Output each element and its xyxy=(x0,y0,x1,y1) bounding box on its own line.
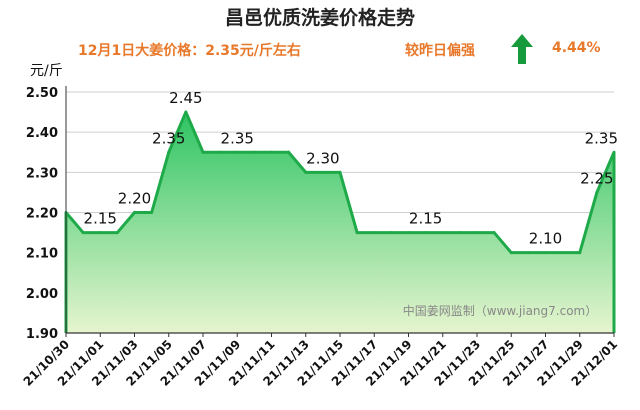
data-label: 2.35 xyxy=(152,129,185,147)
up-arrow-icon xyxy=(511,34,533,68)
y-tick-label: 2.10 xyxy=(26,247,58,262)
data-label: 2.35 xyxy=(585,129,618,147)
y-tick-label: 2.00 xyxy=(26,287,58,302)
chart-title: 昌邑优质洗姜价格走势 xyxy=(224,7,415,29)
data-label: 2.35 xyxy=(221,129,254,147)
change-percent: 4.44% xyxy=(552,40,601,56)
area-series xyxy=(64,110,616,333)
watermark-text: 中国姜网监制（www.jiang7.com） xyxy=(403,303,597,318)
y-axis-unit: 元/斤 xyxy=(30,63,63,79)
series-line-segment xyxy=(64,211,85,235)
data-label: 2.45 xyxy=(169,89,202,107)
series-line-segment xyxy=(338,170,359,235)
data-label: 2.30 xyxy=(306,149,339,167)
area-fill xyxy=(66,112,614,333)
series-line-segment xyxy=(595,150,616,194)
y-tick-label: 2.20 xyxy=(26,207,58,222)
series-line-segment xyxy=(287,150,308,174)
data-label: 2.25 xyxy=(580,169,613,187)
series-line-segment xyxy=(167,110,188,154)
data-labels: 2.152.202.352.452.352.302.152.102.252.35 xyxy=(84,89,618,248)
y-tick-label: 2.30 xyxy=(26,166,58,181)
compare-label: 较昨日偏强 xyxy=(405,43,475,59)
price-subtitle: 12月1日大姜价格：2.35元/斤左右 xyxy=(78,43,301,59)
data-label: 2.15 xyxy=(84,210,117,228)
data-label: 2.15 xyxy=(409,210,442,228)
data-label: 2.20 xyxy=(118,190,151,208)
series-line-segment xyxy=(492,231,513,255)
series-line-segment xyxy=(184,110,205,154)
data-label: 2.10 xyxy=(529,230,562,248)
series-line-segment xyxy=(115,211,136,235)
y-tick-label: 2.40 xyxy=(26,126,58,141)
y-tick-label: 2.50 xyxy=(26,86,58,101)
series-line-segment xyxy=(578,190,599,255)
y-tick-label: 1.90 xyxy=(26,327,58,342)
series-line-segment xyxy=(150,150,171,214)
